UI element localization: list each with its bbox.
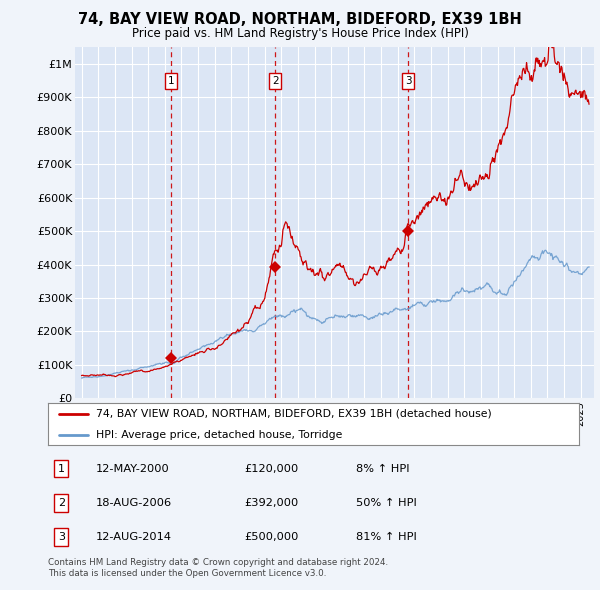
Text: 81% ↑ HPI: 81% ↑ HPI xyxy=(356,532,417,542)
Text: 18-AUG-2006: 18-AUG-2006 xyxy=(96,498,172,508)
Text: £120,000: £120,000 xyxy=(244,464,299,474)
Text: £392,000: £392,000 xyxy=(244,498,299,508)
Text: Price paid vs. HM Land Registry's House Price Index (HPI): Price paid vs. HM Land Registry's House … xyxy=(131,27,469,40)
Text: 50% ↑ HPI: 50% ↑ HPI xyxy=(356,498,417,508)
Text: £500,000: £500,000 xyxy=(244,532,299,542)
Text: Contains HM Land Registry data © Crown copyright and database right 2024.: Contains HM Land Registry data © Crown c… xyxy=(48,558,388,566)
Text: 12-AUG-2014: 12-AUG-2014 xyxy=(96,532,172,542)
Text: 74, BAY VIEW ROAD, NORTHAM, BIDEFORD, EX39 1BH (detached house): 74, BAY VIEW ROAD, NORTHAM, BIDEFORD, EX… xyxy=(96,409,491,418)
Text: 2: 2 xyxy=(272,76,278,86)
Text: HPI: Average price, detached house, Torridge: HPI: Average price, detached house, Torr… xyxy=(96,430,342,440)
Text: 3: 3 xyxy=(58,532,65,542)
Text: This data is licensed under the Open Government Licence v3.0.: This data is licensed under the Open Gov… xyxy=(48,569,326,578)
Text: 1: 1 xyxy=(58,464,65,474)
Text: 3: 3 xyxy=(405,76,412,86)
Text: 8% ↑ HPI: 8% ↑ HPI xyxy=(356,464,410,474)
Text: 74, BAY VIEW ROAD, NORTHAM, BIDEFORD, EX39 1BH: 74, BAY VIEW ROAD, NORTHAM, BIDEFORD, EX… xyxy=(78,12,522,27)
Text: 2: 2 xyxy=(58,498,65,508)
Text: 1: 1 xyxy=(167,76,174,86)
Text: 12-MAY-2000: 12-MAY-2000 xyxy=(96,464,170,474)
